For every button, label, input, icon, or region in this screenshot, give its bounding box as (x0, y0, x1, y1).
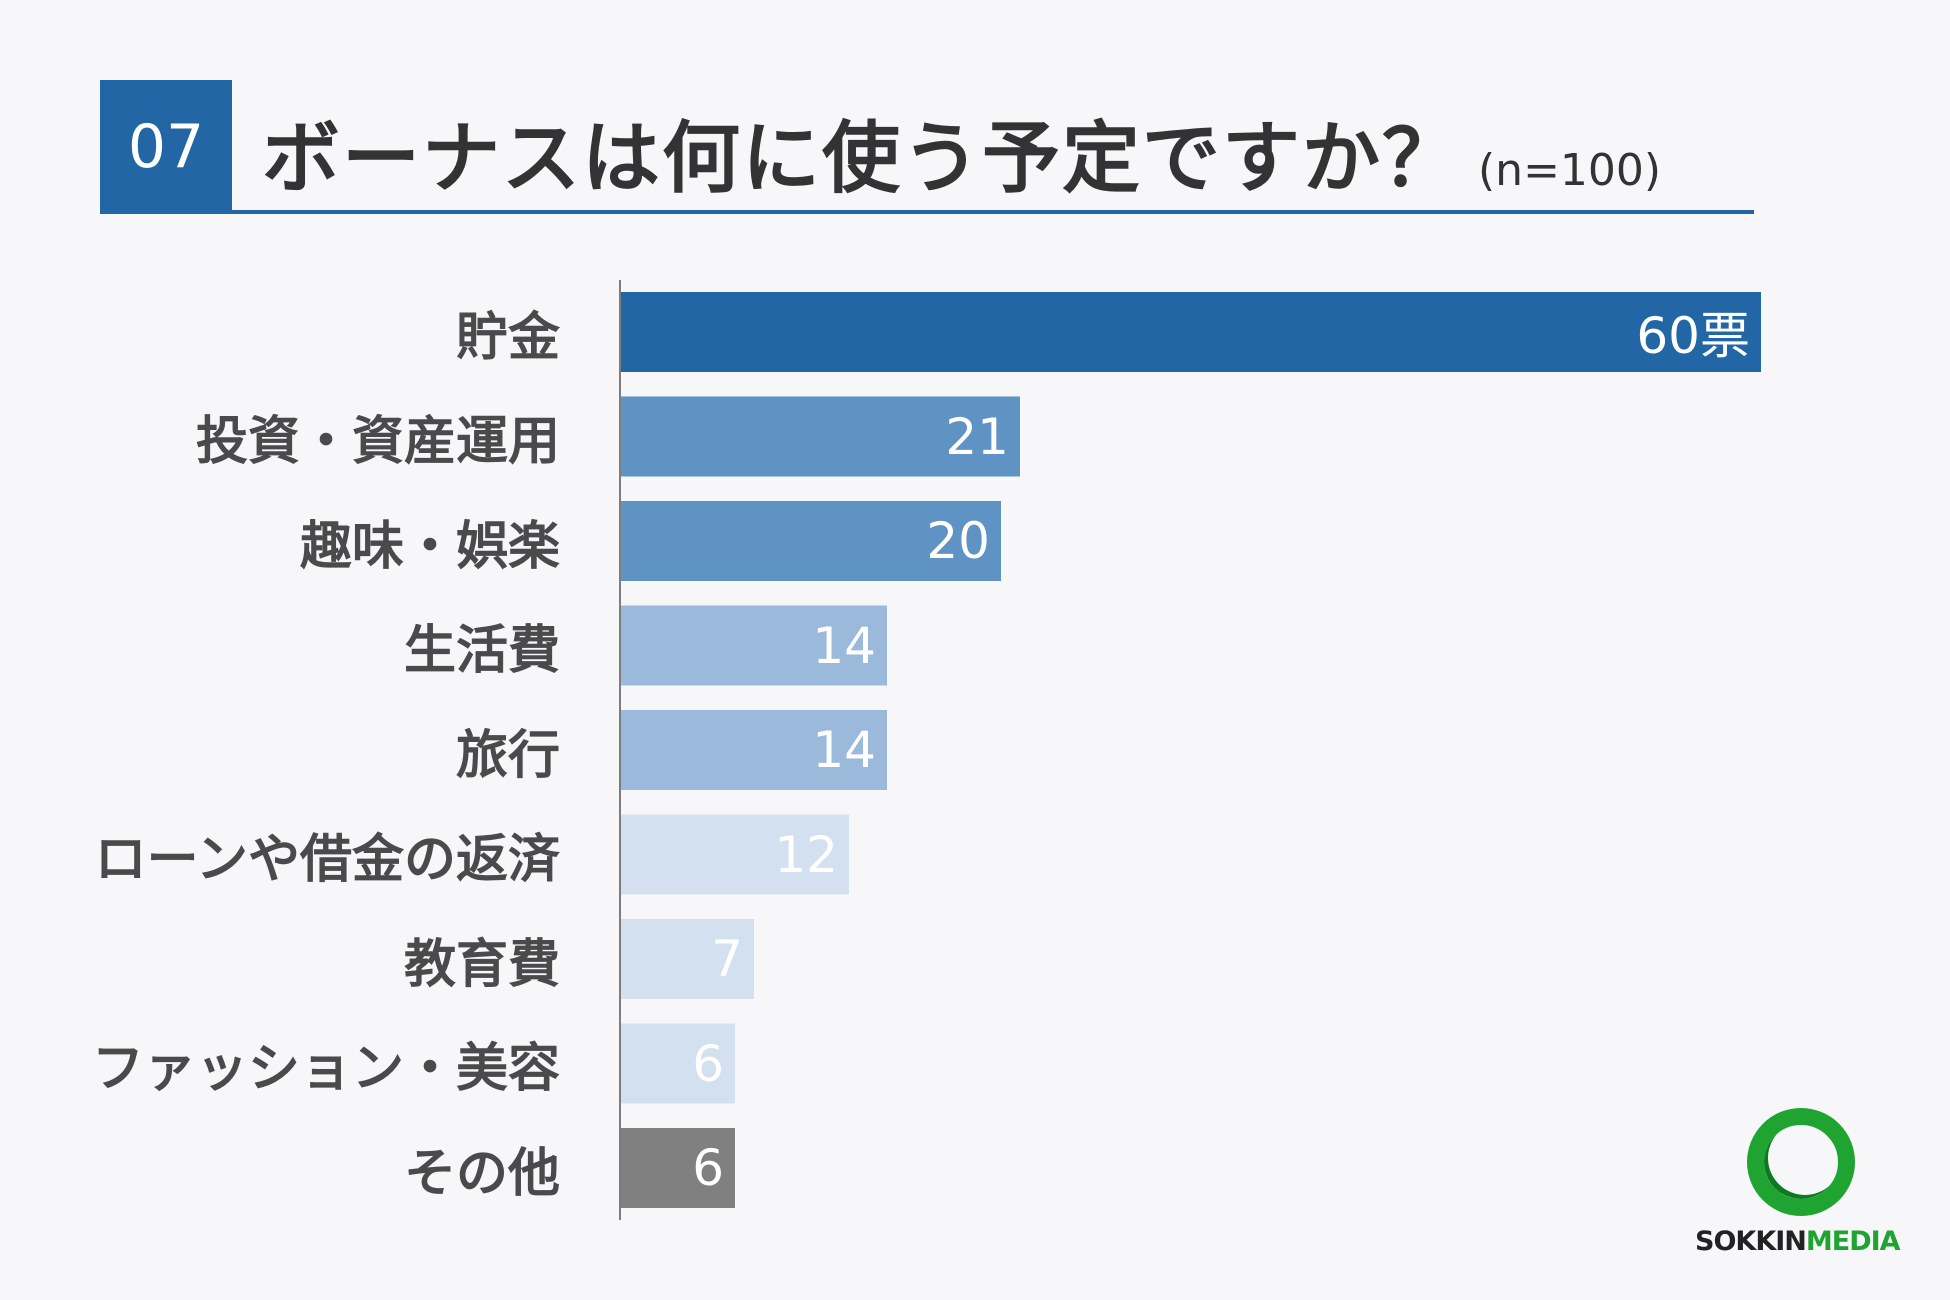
value-label-5: 12 (774, 825, 838, 884)
category-label-1: 投資・資産運用 (195, 412, 560, 472)
question-number-badge: 07 (100, 80, 232, 214)
logo-wordmark: SOKKINMEDIA (1695, 1226, 1901, 1257)
logo-ring-icon (1747, 1108, 1855, 1216)
bar-3 (621, 605, 887, 686)
value-label-1: 21 (945, 407, 1009, 466)
sample-size-label: (n=100) (1478, 145, 1662, 196)
value-label-6: 7 (711, 930, 743, 988)
chart-header: 07 ボーナスは何に使う予定ですか？ (n=100) (100, 80, 1754, 214)
value-label-0: 60票 (1636, 307, 1750, 365)
bar-chart-canvas (619, 280, 1761, 1220)
category-label-6: 教育費 (403, 934, 560, 995)
chart-title: ボーナスは何に使う予定ですか？ (262, 114, 1463, 204)
category-label-5: ローンや借金の返済 (94, 830, 560, 890)
logo-text-primary: SOKKIN (1695, 1226, 1807, 1257)
category-label-0: 貯金 (455, 307, 560, 368)
category-label-4: 旅行 (455, 725, 560, 786)
value-label-2: 20 (926, 512, 990, 570)
logo-text-secondary: MEDIA (1805, 1226, 1901, 1257)
bar-8 (621, 1128, 735, 1208)
category-label-8: その他 (403, 1143, 560, 1204)
value-label-3: 14 (812, 616, 876, 675)
bar-4 (621, 710, 887, 790)
bar-chart: 貯金 60票投資・資産運用 21 趣味・娯楽 20 生活費 14 旅行 14 ローンや借金の返済 1… (0, 280, 1950, 1220)
value-label-4: 14 (812, 721, 876, 779)
category-label-3: 生活費 (403, 621, 560, 681)
value-label-8: 6 (692, 1139, 724, 1197)
bar-6 (621, 919, 754, 999)
value-label-7: 6 (692, 1034, 724, 1093)
title-block: ボーナスは何に使う予定ですか？ (n=100) (262, 96, 1661, 208)
bar-5 (621, 814, 849, 895)
sokkin-media-logo: SOKKINMEDIA (1695, 1108, 1905, 1258)
category-label-7: ファッション・美容 (91, 1039, 560, 1099)
bar-7 (621, 1023, 735, 1104)
bar-2 (621, 501, 1001, 581)
bar-0 (621, 292, 1761, 372)
bar-1 (621, 396, 1020, 477)
header-underline (232, 210, 1754, 214)
category-label-2: 趣味・娯楽 (299, 516, 560, 577)
